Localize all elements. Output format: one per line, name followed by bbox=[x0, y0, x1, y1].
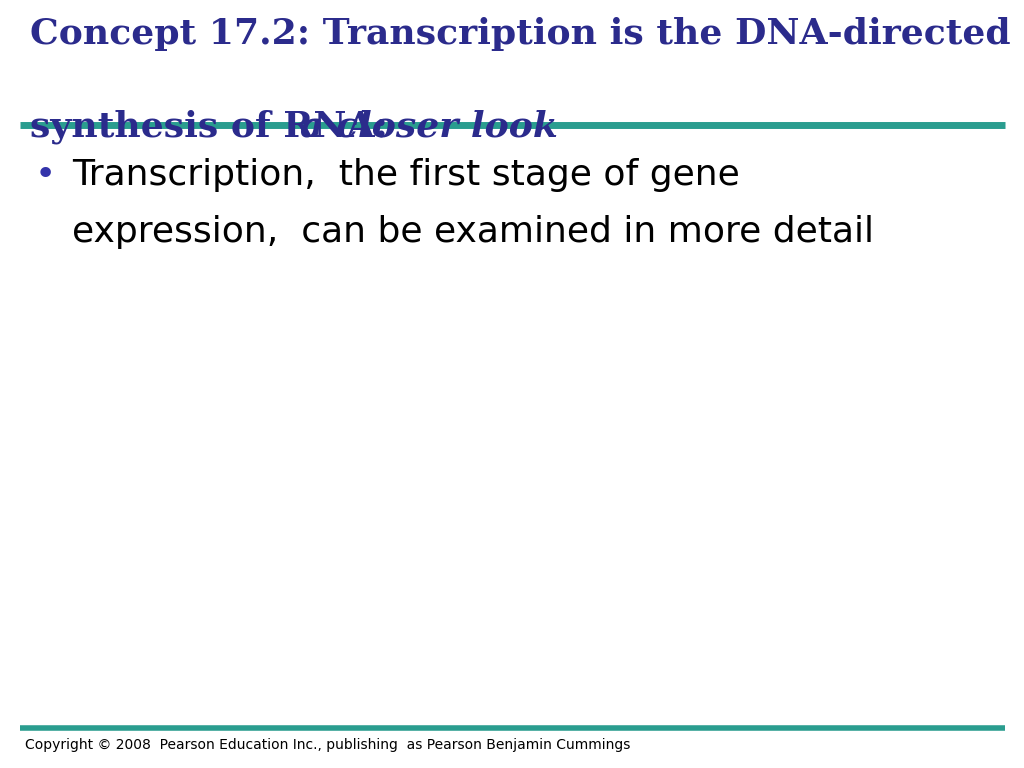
Text: Transcription,  the first stage of gene: Transcription, the first stage of gene bbox=[72, 158, 739, 192]
Text: synthesis of RNA:: synthesis of RNA: bbox=[30, 109, 400, 144]
Text: a closer look: a closer look bbox=[300, 109, 558, 143]
Text: •: • bbox=[35, 158, 56, 192]
Text: Copyright © 2008  Pearson Education Inc., publishing  as Pearson Benjamin Cummin: Copyright © 2008 Pearson Education Inc.,… bbox=[25, 738, 631, 752]
Text: expression,  can be examined in more detail: expression, can be examined in more deta… bbox=[72, 215, 874, 249]
Text: Concept 17.2: Transcription is the DNA-directed: Concept 17.2: Transcription is the DNA-d… bbox=[30, 17, 1011, 51]
